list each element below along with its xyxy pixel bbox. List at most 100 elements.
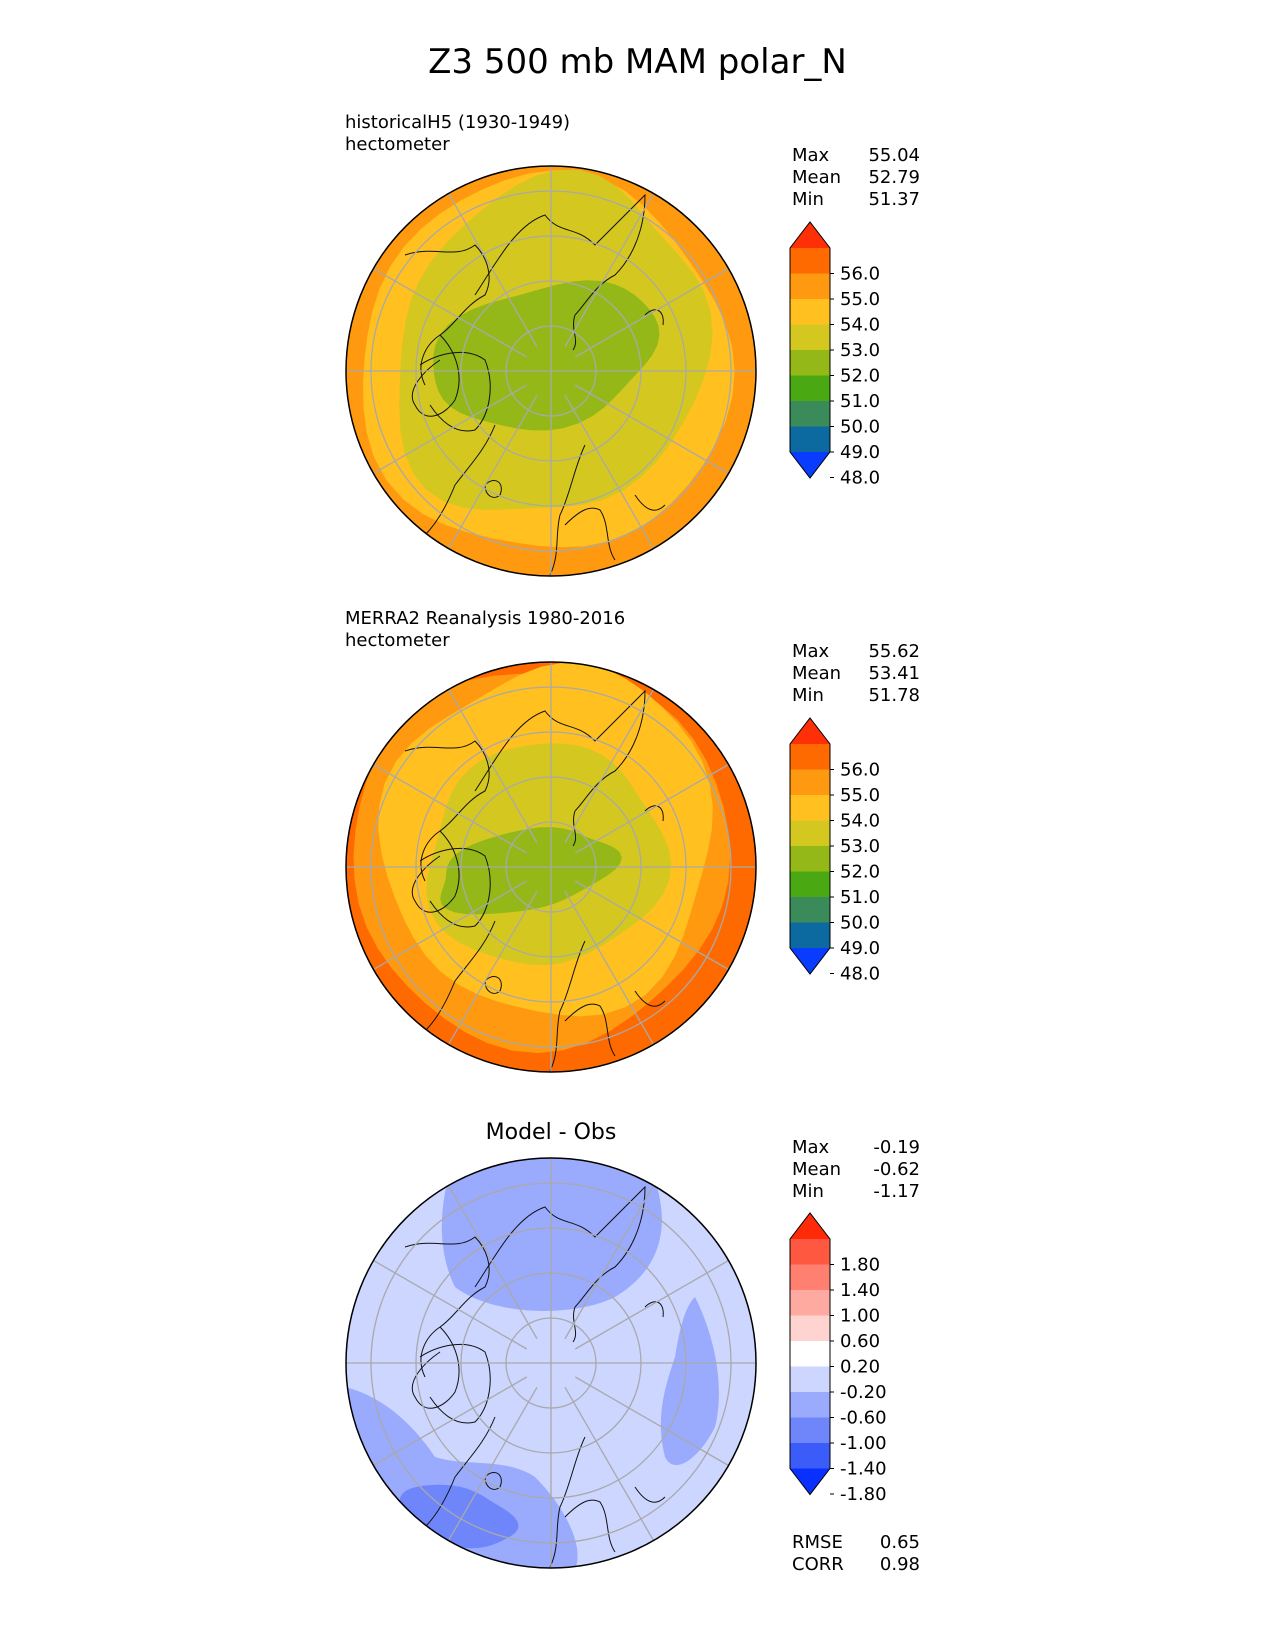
- colorbar-tick-label: 0.60: [840, 1331, 880, 1352]
- colorbar-tick-label: 0.20: [840, 1357, 880, 1378]
- map-field: [346, 1158, 756, 1568]
- meridian-line: [447, 394, 538, 549]
- coastline: [474, 193, 646, 316]
- meridian-line: [373, 880, 528, 971]
- meridian-line: [574, 1376, 729, 1467]
- panel-1-case: historicalH5 (1930-1949): [345, 112, 571, 133]
- coastline: [404, 1236, 490, 1378]
- colorbar-tick-label: 48.0: [840, 964, 880, 985]
- coastline: [572, 314, 577, 351]
- colorbar-segment: [790, 273, 830, 300]
- meridian-line: [564, 193, 655, 348]
- panel-2-stats: Max 55.62 Mean 53.41 Min 51.78: [792, 641, 920, 707]
- colorbar-tick-label: -0.20: [840, 1382, 887, 1403]
- coastline: [634, 494, 666, 511]
- coastline: [474, 1185, 646, 1308]
- coastline: [572, 1306, 577, 1343]
- coastline: [484, 1472, 502, 1490]
- meridian-line: [564, 1185, 655, 1340]
- colorbar-difference: 1.80 1.40 1.00 0.60 0.20 -0.20 -0.60 -1.00 -1.40…: [789, 1212, 887, 1505]
- stat-max: Max 55.04: [792, 145, 920, 166]
- stat-min: Min -1.17: [792, 1181, 920, 1202]
- colorbar-segment: [790, 1443, 830, 1469]
- coastline: [634, 990, 666, 1007]
- colorbar-top-arrow: [790, 222, 830, 248]
- coastline: [411, 830, 460, 913]
- colorbar-segment: [790, 744, 830, 770]
- meridian-line: [373, 1376, 528, 1467]
- coastline: [644, 309, 664, 326]
- colorbar-tick-label: 51.0: [840, 887, 880, 908]
- meridian-line: [564, 1386, 655, 1541]
- colorbar-tick-label: -1.80: [840, 1484, 887, 1505]
- colorbar-segment: [790, 1392, 830, 1418]
- stat-mean: Mean 53.41: [792, 663, 920, 684]
- colorbar-top-arrow: [790, 1213, 830, 1239]
- colorbar-tick-label: 53.0: [840, 340, 880, 361]
- colorbar-segment: [790, 375, 830, 402]
- panel-1-title: historicalH5 (1930-1949) hectometer: [345, 112, 570, 156]
- colorbar-tick-label: 50.0: [840, 417, 880, 438]
- metric-corr: CORR 0.98: [792, 1554, 920, 1575]
- stat-max: Max 55.62: [792, 641, 920, 662]
- colorbar-obs: 56.0 55.0 54.0 53.0 52.0 51.0 50.0 49.0 48.0: [789, 717, 880, 985]
- coastline: [404, 740, 490, 882]
- metric-rmse: RMSE 0.65: [792, 1532, 920, 1553]
- colorbar-tick-label: 51.0: [840, 391, 880, 412]
- coastline: [411, 334, 460, 417]
- colorbar-tick-label: 52.0: [840, 862, 880, 883]
- colorbar-segment: [790, 769, 830, 796]
- colorbar-top-arrow: [790, 718, 830, 744]
- meridian-line: [373, 267, 528, 358]
- coastline: [549, 444, 586, 576]
- colorbar-segment: [790, 1315, 830, 1342]
- coastline: [484, 976, 502, 994]
- panel-2-title: MERRA2 Reanalysis 1980-2016 hectometer: [345, 608, 625, 652]
- colorbar-segment: [790, 1239, 830, 1265]
- colorbar-tick-label: 54.0: [840, 315, 880, 336]
- colorbar-tick-label: 53.0: [840, 836, 880, 857]
- colorbar-tick-label: -0.60: [840, 1408, 887, 1429]
- colorbar-segment: [790, 871, 830, 898]
- stat-min: Min 51.37: [792, 189, 920, 210]
- coastline: [419, 351, 491, 432]
- colorbar-tick-label: 56.0: [840, 760, 880, 781]
- colorbar-segment: [790, 897, 830, 923]
- meridian-line: [373, 763, 528, 854]
- coastline: [404, 244, 490, 386]
- colorbar-segment: [790, 1417, 830, 1444]
- colorbar-segment: [790, 248, 830, 274]
- colorbar-tick-label: 52.0: [840, 366, 880, 387]
- colorbar-segment: [790, 1264, 830, 1291]
- meridian-line: [574, 763, 729, 854]
- colorbar-segment: [790, 820, 830, 847]
- colorbar-segment: [790, 1366, 830, 1393]
- meridian-line: [447, 890, 538, 1045]
- panel-1-stats: Max 55.04 Mean 52.79 Min 51.37: [792, 145, 920, 211]
- panel-2-case: MERRA2 Reanalysis 1980-2016: [345, 608, 626, 629]
- colorbar-tick-label: 50.0: [840, 913, 880, 934]
- colorbar-tick-label: 55.0: [840, 785, 880, 806]
- coastline: [644, 805, 664, 822]
- colorbar-tick-label: 49.0: [840, 938, 880, 959]
- colorbar-segment: [790, 795, 830, 821]
- map-field: [346, 662, 756, 1072]
- coastline: [419, 1343, 491, 1424]
- colorbar-tick-label: 49.0: [840, 442, 880, 463]
- colorbar-tick-label: 48.0: [840, 468, 880, 489]
- colorbar-model: 56.0 55.0 54.0 53.0 52.0 51.0 50.0 49.0 48.0: [789, 221, 880, 489]
- contour-core: [440, 827, 622, 915]
- coastline: [411, 1326, 460, 1409]
- colorbar-segment: [790, 1341, 830, 1367]
- colorbar-tick-label: -1.00: [840, 1433, 887, 1454]
- meridian-line: [574, 880, 729, 971]
- stat-mean: Mean 52.79: [792, 167, 920, 188]
- polar-map-obs: [345, 661, 757, 1073]
- coastline: [549, 1436, 586, 1568]
- coastline: [564, 507, 616, 561]
- colorbar-tick-label: 1.80: [840, 1255, 880, 1276]
- polar-map-model: [345, 165, 757, 577]
- panel-3-title: Model - Obs: [485, 1120, 617, 1145]
- colorbar-tick-label: 56.0: [840, 264, 880, 285]
- figure-title: Z3 500 mb MAM polar_N: [428, 42, 847, 82]
